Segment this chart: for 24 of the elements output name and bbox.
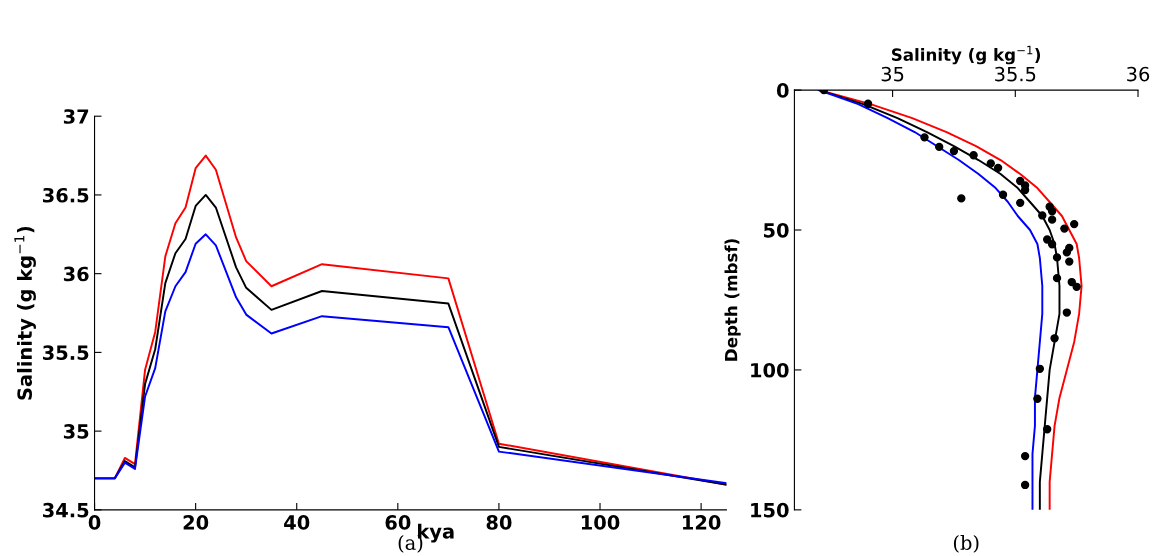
x-tick-label: 0 <box>88 515 101 530</box>
x-tick-label: 60 <box>385 515 411 530</box>
x-tick-label: 40 <box>284 515 310 530</box>
y-tick-label: 36 <box>63 266 89 282</box>
y-tick-label: 37 <box>63 109 89 124</box>
y-tick-label: 36.5 <box>43 187 89 203</box>
x-tick-label: 80 <box>486 515 512 530</box>
x-tick-label: 36 <box>1127 66 1150 82</box>
x-tick-label: 35.5 <box>995 66 1036 82</box>
y-tick-label: 35 <box>63 424 89 439</box>
y-tick-label: 100 <box>751 362 789 378</box>
x-tick-label: 100 <box>581 515 620 530</box>
x-axis-title: Salinity (g kg$^{−1}$) <box>891 45 1041 65</box>
x-tick-label: 120 <box>683 515 721 530</box>
y-tick-label: 34.5 <box>43 502 89 518</box>
y-axis-title: Depth (mbsf) <box>724 239 741 361</box>
x-tick-label: 35 <box>881 66 904 82</box>
y-tick-label: 150 <box>751 502 789 518</box>
x-tick-label: 20 <box>183 515 209 530</box>
text: (b) <box>953 534 979 553</box>
y-axis-title: Salinity (g kg$^{−1}$) <box>14 226 36 400</box>
y-tick-label: 0 <box>776 83 789 98</box>
y-tick-label: 35.5 <box>43 345 89 361</box>
y-tick-label: 50 <box>764 222 789 238</box>
